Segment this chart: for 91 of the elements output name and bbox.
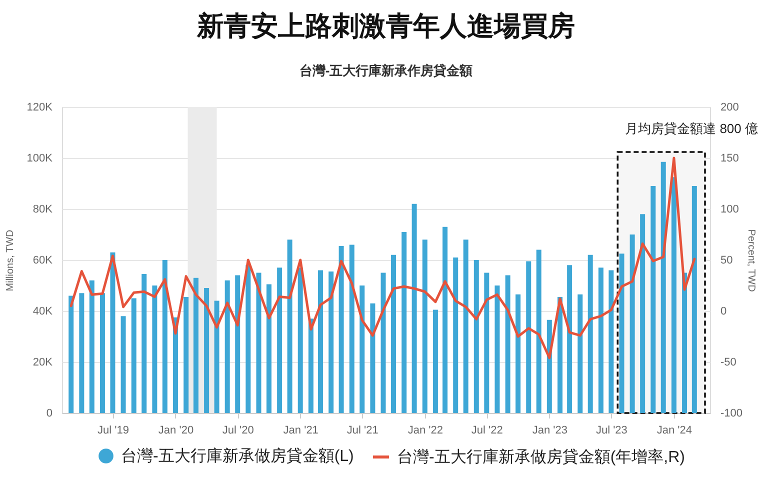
bar [298, 268, 303, 413]
bar [204, 288, 210, 413]
bar [588, 254, 593, 413]
x-tick-label: Jul '20 [222, 424, 254, 436]
bar [349, 244, 354, 413]
bar [380, 272, 386, 413]
band-label: 月均房貸金額達 800 億 [625, 121, 758, 136]
bar [640, 214, 646, 413]
bar [608, 270, 614, 413]
bar [287, 240, 292, 413]
bar [246, 265, 251, 413]
y2-tick-label: 150 [720, 152, 739, 164]
bar [598, 268, 604, 413]
y2-tick-label: 200 [720, 102, 739, 114]
bar [328, 271, 334, 413]
bar [131, 298, 136, 413]
bar [516, 294, 521, 413]
y-axis-title: Millions, TWD [4, 230, 16, 292]
bar [214, 300, 220, 413]
bar [360, 286, 365, 413]
bar [162, 260, 168, 413]
bar [308, 318, 314, 413]
bar [370, 303, 376, 413]
x-tick-label: Jan '24 [656, 424, 692, 436]
x-tick-label: Jul '22 [471, 424, 503, 436]
bar [224, 280, 230, 413]
bar [474, 260, 479, 413]
bar [318, 270, 323, 413]
x-tick-label: Jul '21 [346, 424, 378, 436]
chart-subtitle: 台灣-五大行庫新承作房貸金額 [299, 63, 473, 78]
bar [558, 296, 562, 413]
bar [442, 226, 448, 413]
bar [650, 186, 656, 413]
y-tick-label: 60K [32, 254, 54, 266]
y-tick-label: 20K [32, 356, 54, 368]
bar [412, 204, 417, 413]
bar [391, 254, 396, 413]
bar [142, 274, 147, 413]
x-tick-label: Jan '20 [158, 424, 194, 436]
bar [692, 186, 697, 413]
bar [494, 286, 500, 413]
y-tick-label: 0 [46, 408, 52, 420]
bar [630, 234, 635, 413]
bar [256, 272, 262, 413]
legend-label: 台灣-五大行庫新承做房貸金額(L) [121, 447, 354, 465]
x-tick-label: Jul '19 [97, 424, 129, 436]
bar [79, 293, 84, 413]
line-series [70, 156, 696, 360]
bar [193, 278, 198, 413]
bar [536, 250, 542, 413]
y-tick-label: 40K [32, 306, 54, 318]
chart-title: 新青安上路刺激青年人進場買房 [196, 11, 575, 41]
bar [567, 265, 572, 413]
bar [184, 296, 189, 413]
y2-tick-label: -50 [720, 356, 736, 368]
bar [578, 294, 583, 413]
y2-axis-title: Percent, TWD [746, 229, 757, 292]
bar [89, 280, 94, 413]
y2-tick-label: -100 [720, 408, 743, 420]
bar [505, 275, 510, 413]
bar [68, 296, 74, 413]
bar [682, 272, 688, 413]
bar [266, 284, 272, 413]
bar [422, 240, 428, 413]
y-tick-label: 120K [26, 102, 54, 114]
bar [453, 257, 458, 413]
bar [660, 162, 666, 413]
bar [484, 272, 490, 413]
y-tick-label: 80K [32, 204, 54, 216]
bar [100, 293, 105, 413]
x-tick-label: Jan '21 [283, 424, 318, 436]
x-tick-label: Jan '22 [408, 424, 443, 436]
y-tick-label: 100K [26, 152, 54, 164]
bar [671, 177, 676, 413]
bar [619, 254, 624, 413]
bar [235, 275, 240, 413]
bar [526, 261, 532, 413]
bar [152, 286, 158, 413]
y2-tick-label: 100 [720, 204, 739, 216]
bar [120, 316, 126, 413]
legend-label: 台灣-五大行庫新承做房貸金額(年增率,R) [397, 448, 685, 466]
bar [110, 252, 116, 413]
bar [432, 310, 438, 413]
bar [463, 240, 468, 413]
x-tick-label: Jul '23 [596, 424, 628, 436]
y2-tick-label: 0 [720, 306, 727, 318]
y2-tick-label: 50 [720, 254, 733, 266]
bar [402, 232, 407, 413]
x-tick-label: Jan '23 [532, 424, 568, 436]
bar [277, 268, 282, 413]
bar [338, 246, 344, 413]
